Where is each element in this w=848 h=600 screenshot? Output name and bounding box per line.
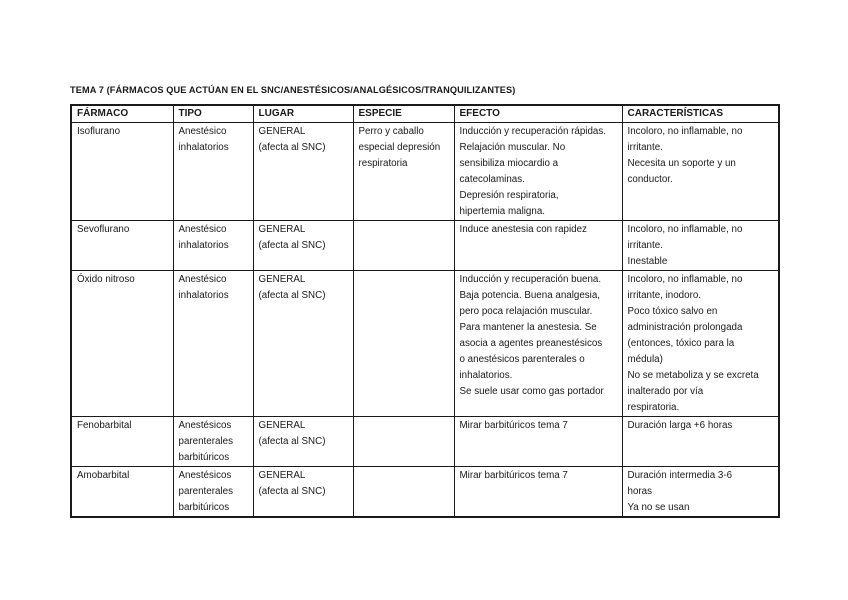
cell-efecto: Induce anestesia con rapidez bbox=[453, 219, 623, 271]
table-header-row: FÁRMACO TIPO LUGAR ESPECIE EFECTO CARACT… bbox=[70, 104, 780, 123]
cell-efecto: Mirar barbitúricos tema 7 bbox=[453, 465, 623, 518]
cell-especie bbox=[352, 415, 455, 467]
cell-efecto: Inducción y recuperación rápidas. Relaja… bbox=[453, 121, 623, 221]
table-row-amobarbital: Amobarbital Anestésicos parenterales bar… bbox=[70, 465, 780, 518]
cell-lugar: GENERAL (afecta al SNC) bbox=[252, 269, 354, 417]
cell-lugar: GENERAL (afecta al SNC) bbox=[252, 465, 354, 518]
cell-tipo: Anestésico inhalatorios bbox=[172, 269, 254, 417]
drug-table: FÁRMACO TIPO LUGAR ESPECIE EFECTO CARACT… bbox=[70, 104, 780, 518]
cell-especie bbox=[352, 465, 455, 518]
cell-tipo: Anestésico inhalatorios bbox=[172, 219, 254, 271]
column-header-especie: ESPECIE bbox=[352, 104, 455, 123]
cell-caracteristicas: Duración intermedia 3-6 horas Ya no se u… bbox=[621, 465, 780, 518]
page-title: TEMA 7 (FÁRMACOS QUE ACTÚAN EN EL SNC/AN… bbox=[70, 85, 516, 95]
cell-especie bbox=[352, 219, 455, 271]
column-header-farmaco: FÁRMACO bbox=[70, 104, 174, 123]
cell-lugar: GENERAL (afecta al SNC) bbox=[252, 121, 354, 221]
table-row-oxido-nitroso: Óxido nitroso Anestésico inhalatorios GE… bbox=[70, 269, 780, 417]
cell-especie: Perro y caballo especial depresión respi… bbox=[352, 121, 455, 221]
cell-tipo: Anestésico inhalatorios bbox=[172, 121, 254, 221]
cell-lugar: GENERAL (afecta al SNC) bbox=[252, 219, 354, 271]
cell-caracteristicas: Duración larga +6 horas bbox=[621, 415, 780, 467]
cell-caracteristicas: Incoloro, no inflamable, no irritante, i… bbox=[621, 269, 780, 417]
cell-caracteristicas: Incoloro, no inflamable, no irritante. I… bbox=[621, 219, 780, 271]
cell-efecto: Inducción y recuperación buena. Baja pot… bbox=[453, 269, 623, 417]
cell-efecto: Mirar barbitúricos tema 7 bbox=[453, 415, 623, 467]
cell-farmaco: Isoflurano bbox=[70, 121, 174, 221]
cell-tipo: Anestésicos parenterales barbitúricos bbox=[172, 465, 254, 518]
column-header-lugar: LUGAR bbox=[252, 104, 354, 123]
column-header-caracteristicas: CARACTERÍSTICAS bbox=[621, 104, 780, 123]
cell-lugar: GENERAL (afecta al SNC) bbox=[252, 415, 354, 467]
column-header-efecto: EFECTO bbox=[453, 104, 623, 123]
table-row-fenobarbital: Fenobarbital Anestésicos parenterales ba… bbox=[70, 415, 780, 467]
cell-caracteristicas: Incoloro, no inflamable, no irritante. N… bbox=[621, 121, 780, 221]
cell-farmaco: Amobarbital bbox=[70, 465, 174, 518]
table-row-sevoflurano: Sevoflurano Anestésico inhalatorios GENE… bbox=[70, 219, 780, 271]
cell-tipo: Anestésicos parenterales barbitúricos bbox=[172, 415, 254, 467]
cell-especie bbox=[352, 269, 455, 417]
cell-farmaco: Fenobarbital bbox=[70, 415, 174, 467]
cell-farmaco: Sevoflurano bbox=[70, 219, 174, 271]
column-header-tipo: TIPO bbox=[172, 104, 254, 123]
cell-farmaco: Óxido nitroso bbox=[70, 269, 174, 417]
table-row-isoflurano: Isoflurano Anestésico inhalatorios GENER… bbox=[70, 121, 780, 221]
